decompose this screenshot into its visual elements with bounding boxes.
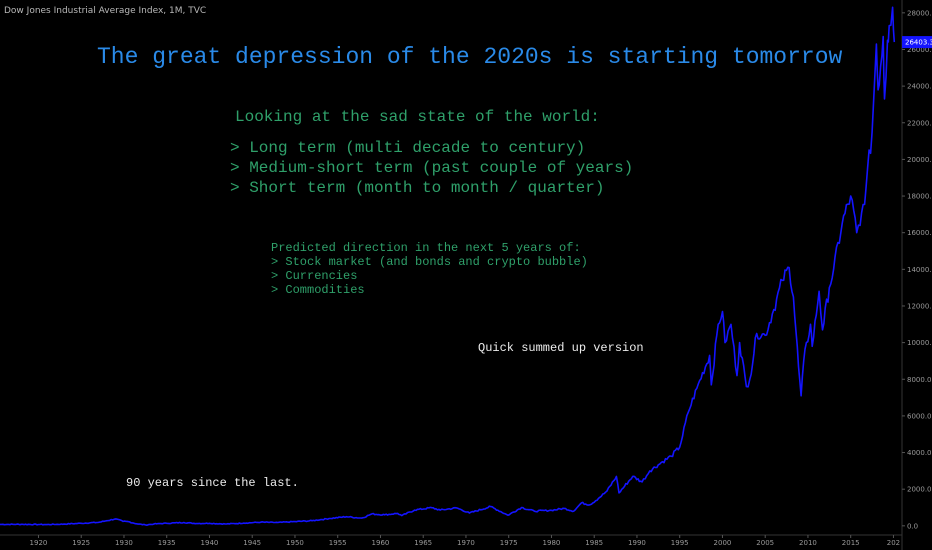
- annotation-list2-item: > Stock market (and bonds and crypto bub…: [271, 255, 588, 269]
- y-tick-label: 18000.0: [907, 193, 932, 201]
- x-tick-label: 1980: [543, 539, 561, 547]
- x-tick-label: 1955: [329, 539, 347, 547]
- last-price-label: 26403.3: [905, 39, 932, 47]
- annotation-quick: Quick summed up version: [478, 341, 644, 355]
- last-price-tag-bg: [902, 36, 932, 49]
- annotation-list1-item: > Long term (multi decade to century): [230, 139, 586, 157]
- y-tick-label: 8000.0: [907, 376, 932, 384]
- x-tick-label: 1920: [30, 539, 48, 547]
- x-tick-label: 1970: [457, 539, 475, 547]
- price-axis[interactable]: 0.0 2000.0 4000.0 6000.0 8000.0 10000.0 12000.…: [902, 9, 932, 530]
- annotation-list2-item: Predicted direction in the next 5 years …: [271, 241, 581, 255]
- y-tick-label: 2000.0: [907, 486, 932, 494]
- y-tick-label: 24000.0: [907, 83, 932, 91]
- x-tick-label: 2000: [714, 539, 732, 547]
- x-tick-label: 2015: [842, 539, 860, 547]
- y-tick-label: 16000.0: [907, 229, 932, 237]
- annotation-list1-item: > Short term (month to month / quarter): [230, 179, 605, 197]
- x-tick-label: 1990: [628, 539, 646, 547]
- symbol-title: Dow Jones Industrial Average Index, 1M, …: [4, 6, 207, 16]
- y-tick-label: 6000.0: [907, 412, 932, 420]
- annotation-title: The great depression of the 2020s is sta…: [97, 44, 843, 70]
- time-axis[interactable]: 1920 1925 1930 1935 1940 1945 1950 1955 1960 1965…: [30, 535, 901, 547]
- x-tick-label: 1935: [158, 539, 176, 547]
- y-tick-label: 22000.0: [907, 119, 932, 127]
- y-tick-label: 4000.0: [907, 449, 932, 457]
- y-tick-label: 10000.0: [907, 339, 932, 347]
- x-tick-label: 202: [887, 539, 900, 547]
- x-tick-label: 1925: [72, 539, 90, 547]
- x-tick-label: 2010: [799, 539, 817, 547]
- x-tick-label: 1945: [243, 539, 261, 547]
- x-tick-label: 1960: [372, 539, 390, 547]
- y-tick-label: 20000.0: [907, 156, 932, 164]
- x-tick-label: 1930: [115, 539, 133, 547]
- y-tick-label: 0.0: [907, 522, 918, 530]
- x-tick-label: 1950: [286, 539, 304, 547]
- annotation-list2-item: > Currencies: [271, 269, 358, 283]
- x-tick-label: 1940: [201, 539, 219, 547]
- last-price-tag: 26403.3: [902, 36, 932, 49]
- series-line: [0, 6, 896, 526]
- x-tick-label: 1975: [500, 539, 518, 547]
- x-tick-label: 2005: [756, 539, 774, 547]
- annotation-list1-item: > Medium-short term (past couple of year…: [230, 159, 634, 177]
- y-tick-label: 28000.0: [907, 9, 932, 17]
- x-tick-label: 1985: [585, 539, 603, 547]
- x-tick-label: 1995: [671, 539, 689, 547]
- annotation-heading: Looking at the sad state of the world:: [235, 108, 600, 126]
- x-tick-label: 1965: [414, 539, 432, 547]
- y-tick-label: 26000.0: [907, 46, 932, 54]
- annotation-list2-item: > Commodities: [271, 283, 365, 297]
- y-tick-label: 14000.0: [907, 266, 932, 274]
- y-tick-label: 12000.0: [907, 302, 932, 310]
- annotation-ninety-years: 90 years since the last.: [126, 476, 299, 490]
